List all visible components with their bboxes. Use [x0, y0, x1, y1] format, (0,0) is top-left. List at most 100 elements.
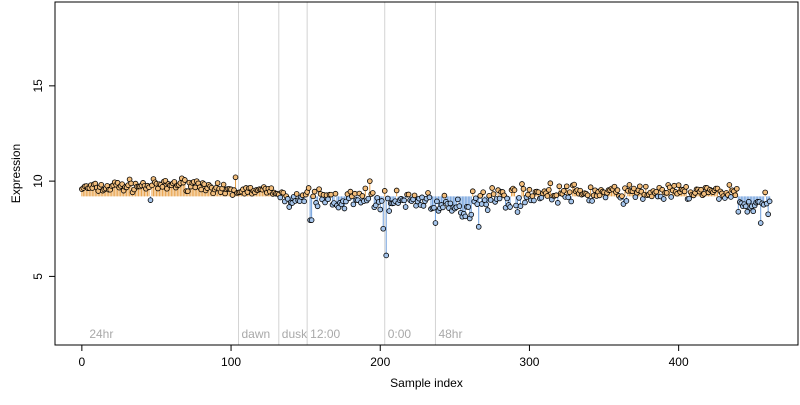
data-point [556, 183, 563, 190]
data-point [220, 181, 227, 188]
data-point [350, 201, 357, 208]
data-point [668, 194, 674, 200]
data-point [440, 204, 446, 211]
data-point [328, 191, 334, 198]
vertical-reference-lines [238, 2, 436, 345]
data-point [735, 209, 742, 215]
data-point [589, 198, 595, 204]
data-point [372, 202, 379, 209]
data-point [762, 189, 768, 196]
data-point [742, 203, 749, 210]
data-point [469, 188, 476, 195]
data-point [619, 193, 625, 199]
data-point [571, 181, 578, 188]
data-point [531, 197, 537, 204]
data-point [198, 186, 205, 193]
data-point [587, 184, 594, 191]
data-point [380, 225, 387, 232]
data-point [280, 189, 287, 196]
data-point [660, 196, 667, 202]
data-point [431, 205, 437, 211]
data-point [681, 188, 688, 195]
data-point [750, 208, 757, 215]
data-point [514, 209, 521, 215]
data-point [402, 204, 409, 210]
data-point [432, 220, 439, 226]
data-point [544, 193, 551, 199]
data-point [734, 185, 740, 192]
data-point [316, 186, 322, 192]
x-axis-label: Sample index [390, 376, 463, 390]
data-point [757, 220, 764, 226]
data-point [513, 202, 519, 209]
data-point [426, 194, 433, 201]
data-point [477, 192, 484, 199]
data-point [420, 203, 427, 209]
data-point [547, 180, 554, 187]
timepoint-annotation: dawn [242, 327, 271, 341]
data-point [468, 211, 475, 218]
x-tick-label: 100 [221, 355, 241, 369]
data-point [643, 183, 649, 190]
data-point [293, 191, 300, 197]
data-point [128, 180, 134, 187]
data-point [268, 185, 275, 191]
data-point [325, 196, 331, 203]
data-point [472, 195, 479, 202]
data-point [159, 184, 166, 190]
data-point [611, 183, 618, 190]
data-point [362, 185, 369, 192]
data-point [147, 197, 154, 203]
timepoint-annotation: 0:00 [388, 327, 412, 341]
data-point [332, 190, 339, 197]
data-point [378, 198, 385, 204]
data-point [401, 197, 407, 204]
data-point [614, 187, 621, 193]
data-point [475, 224, 482, 230]
data-point [623, 198, 630, 204]
data-point [560, 188, 567, 194]
data-point [359, 193, 366, 199]
data-point [232, 174, 239, 181]
y-axis-label: Expression [9, 144, 23, 203]
x-tick-label: 300 [519, 355, 539, 369]
data-point [553, 192, 560, 199]
data-point [686, 195, 692, 202]
plot-frame [54, 1, 799, 346]
data-point [352, 190, 358, 197]
data-point [314, 203, 321, 210]
data-point [182, 177, 188, 183]
timepoint-annotations: 24hr dawn dusk 12:00 0:00 48hr [89, 327, 462, 341]
data-point [566, 189, 573, 195]
data-point [490, 191, 497, 197]
data-point [637, 183, 643, 190]
data-point [386, 208, 393, 214]
data-point [377, 206, 384, 213]
y-tick-label: 15 [31, 79, 45, 93]
data-point [229, 192, 236, 198]
timepoint-annotation: 12:00 [310, 327, 340, 341]
data-point [596, 192, 603, 199]
data-point [365, 195, 372, 202]
data-points [79, 174, 773, 259]
timepoint-annotation: 48hr [438, 327, 462, 341]
data-point [565, 194, 572, 201]
data-point [484, 207, 491, 213]
data-point [489, 185, 495, 191]
data-point [347, 188, 354, 195]
data-point [310, 193, 316, 200]
data-point [568, 198, 575, 205]
data-point [384, 195, 391, 202]
data-point [184, 188, 191, 195]
data-point [214, 180, 221, 186]
data-point [535, 189, 542, 195]
data-point [434, 198, 440, 205]
data-point [744, 209, 751, 215]
data-point [465, 204, 472, 210]
data-point [455, 196, 461, 203]
data-point [663, 190, 670, 196]
data-point [411, 192, 418, 199]
data-point [602, 194, 609, 201]
data-point [554, 200, 561, 206]
